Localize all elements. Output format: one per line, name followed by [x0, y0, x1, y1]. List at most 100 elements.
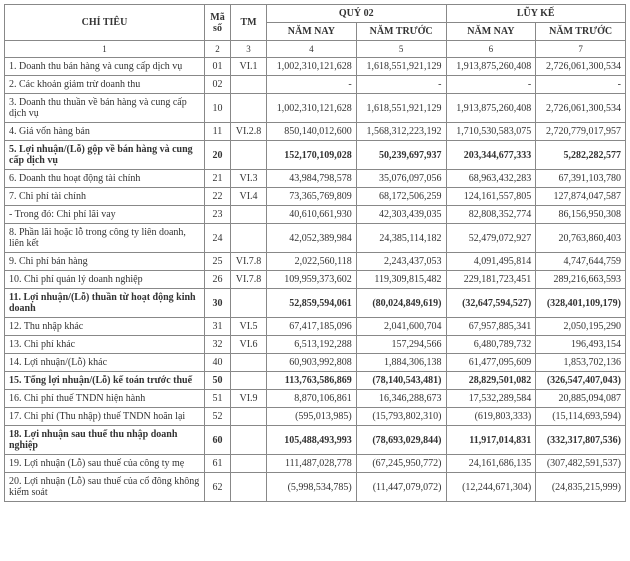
row-q-now: 67,417,185,096	[267, 318, 357, 336]
row-l-prev: (328,401,109,179)	[536, 289, 626, 318]
row-tm: VI.7.8	[231, 271, 267, 289]
row-ms: 23	[205, 206, 231, 224]
subhead-5: 5	[356, 41, 446, 58]
row-ms: 30	[205, 289, 231, 318]
row-l-now: 24,161,686,135	[446, 455, 536, 473]
row-q-now: 40,610,661,930	[267, 206, 357, 224]
table-row: 4. Giá vốn hàng bán11VI.2.8850,140,012,6…	[5, 123, 626, 141]
row-label: - Trong đó: Chi phí lãi vay	[5, 206, 205, 224]
subhead-2: 2	[205, 41, 231, 58]
th-maso: Mã số	[205, 5, 231, 41]
row-l-now: 1,913,875,260,408	[446, 58, 536, 76]
row-l-prev: 4,747,644,759	[536, 253, 626, 271]
row-ms: 32	[205, 336, 231, 354]
row-ms: 50	[205, 372, 231, 390]
row-l-prev: 2,050,195,290	[536, 318, 626, 336]
row-q-prev: 24,385,114,182	[356, 224, 446, 253]
row-tm	[231, 141, 267, 170]
row-q-prev: (11,447,079,072)	[356, 473, 446, 502]
row-ms: 11	[205, 123, 231, 141]
row-l-prev: (24,835,215,999)	[536, 473, 626, 502]
th-q-prev: NĂM TRƯỚC	[356, 23, 446, 41]
table-row: 15. Tổng lợi nhuận/(Lỗ) kế toán trước th…	[5, 372, 626, 390]
row-ms: 10	[205, 94, 231, 123]
th-chitieu: CHỈ TIÊU	[5, 5, 205, 41]
table-body: 1. Doanh thu bán hàng và cung cấp dịch v…	[5, 58, 626, 502]
row-tm	[231, 94, 267, 123]
row-l-prev: 2,726,061,300,534	[536, 94, 626, 123]
subhead-7: 7	[536, 41, 626, 58]
row-ms: 01	[205, 58, 231, 76]
row-q-now: -	[267, 76, 357, 94]
row-ms: 40	[205, 354, 231, 372]
row-q-now: 43,984,798,578	[267, 170, 357, 188]
table-row: 1. Doanh thu bán hàng và cung cấp dịch v…	[5, 58, 626, 76]
row-q-now: 73,365,769,809	[267, 188, 357, 206]
row-l-prev: -	[536, 76, 626, 94]
row-ms: 60	[205, 426, 231, 455]
row-l-now: -	[446, 76, 536, 94]
row-q-prev: (78,140,543,481)	[356, 372, 446, 390]
row-label: 10. Chi phí quản lý doanh nghiệp	[5, 271, 205, 289]
row-q-prev: 1,884,306,138	[356, 354, 446, 372]
row-q-prev: 1,618,551,921,129	[356, 94, 446, 123]
row-q-prev: 2,041,600,704	[356, 318, 446, 336]
row-l-now: 17,532,289,584	[446, 390, 536, 408]
row-l-now: 6,480,789,732	[446, 336, 536, 354]
row-label: 16. Chi phí thuế TNDN hiện hành	[5, 390, 205, 408]
row-ms: 02	[205, 76, 231, 94]
table-row: 18. Lợi nhuận sau thuế thu nhập doanh ng…	[5, 426, 626, 455]
row-tm: VI.4	[231, 188, 267, 206]
row-label: 17. Chi phí (Thu nhập) thuế TNDN hoãn lạ…	[5, 408, 205, 426]
row-ms: 61	[205, 455, 231, 473]
row-label: 18. Lợi nhuận sau thuế thu nhập doanh ng…	[5, 426, 205, 455]
table-row: 7. Chi phí tài chính22VI.473,365,769,809…	[5, 188, 626, 206]
table-row: 12. Thu nhập khác31VI.567,417,185,0962,0…	[5, 318, 626, 336]
row-tm: VI.1	[231, 58, 267, 76]
table-row: 3. Doanh thu thuần về bán hàng và cung c…	[5, 94, 626, 123]
row-tm	[231, 473, 267, 502]
row-q-now: 6,513,192,288	[267, 336, 357, 354]
th-q-now: NĂM NAY	[267, 23, 357, 41]
row-q-prev: 16,346,288,673	[356, 390, 446, 408]
row-label: 8. Phần lãi hoặc lỗ trong công ty liên d…	[5, 224, 205, 253]
th-l-now: NĂM NAY	[446, 23, 536, 41]
row-q-now: 109,959,373,602	[267, 271, 357, 289]
row-q-now: 60,903,992,808	[267, 354, 357, 372]
row-l-prev: (15,114,693,594)	[536, 408, 626, 426]
table-row: 16. Chi phí thuế TNDN hiện hành51VI.98,8…	[5, 390, 626, 408]
row-tm	[231, 76, 267, 94]
row-l-prev: 20,885,094,087	[536, 390, 626, 408]
table-row: 20. Lợi nhuận (Lỗ) sau thuế của cổ đông …	[5, 473, 626, 502]
row-ms: 52	[205, 408, 231, 426]
row-label: 14. Lợi nhuận/(Lỗ) khác	[5, 354, 205, 372]
row-ms: 20	[205, 141, 231, 170]
row-tm: VI.5	[231, 318, 267, 336]
row-q-now: 111,487,028,778	[267, 455, 357, 473]
row-q-now: (5,998,534,785)	[267, 473, 357, 502]
row-label: 12. Thu nhập khác	[5, 318, 205, 336]
table-row: 11. Lợi nhuận/(Lỗ) thuần từ hoạt động ki…	[5, 289, 626, 318]
row-label: 15. Tổng lợi nhuận/(Lỗ) kế toán trước th…	[5, 372, 205, 390]
row-l-now: (32,647,594,527)	[446, 289, 536, 318]
row-l-prev: 20,763,860,403	[536, 224, 626, 253]
row-ms: 31	[205, 318, 231, 336]
row-q-prev: (78,693,029,844)	[356, 426, 446, 455]
row-label: 5. Lợi nhuận/(Lỗ) gộp về bán hàng và cun…	[5, 141, 205, 170]
row-ms: 25	[205, 253, 231, 271]
row-q-prev: 2,243,437,053	[356, 253, 446, 271]
subhead-6: 6	[446, 41, 536, 58]
row-q-prev: -	[356, 76, 446, 94]
row-label: 19. Lợi nhuận (Lỗ) sau thuế của công ty …	[5, 455, 205, 473]
row-l-prev: 196,493,154	[536, 336, 626, 354]
table-row: 19. Lợi nhuận (Lỗ) sau thuế của công ty …	[5, 455, 626, 473]
subhead-1: 1	[5, 41, 205, 58]
row-l-now: 52,479,072,927	[446, 224, 536, 253]
row-l-now: (12,244,671,304)	[446, 473, 536, 502]
row-tm: VI.9	[231, 390, 267, 408]
table-row: 17. Chi phí (Thu nhập) thuế TNDN hoãn lạ…	[5, 408, 626, 426]
row-label: 11. Lợi nhuận/(Lỗ) thuần từ hoạt động ki…	[5, 289, 205, 318]
table-row: - Trong đó: Chi phí lãi vay23 40,610,661,…	[5, 206, 626, 224]
row-l-prev: 5,282,282,577	[536, 141, 626, 170]
row-tm	[231, 426, 267, 455]
